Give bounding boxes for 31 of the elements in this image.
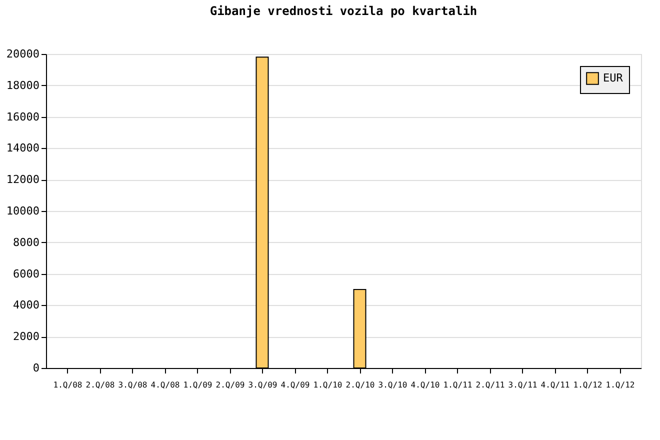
x-tick-label: 1.Q/08 xyxy=(53,380,82,390)
x-tick-label: 3.Q/10 xyxy=(378,380,408,390)
x-tick-label: 3.Q/08 xyxy=(118,380,148,390)
x-tick-label: 2.Q/11 xyxy=(476,380,505,390)
y-tick-label: 8000 xyxy=(13,236,40,249)
y-tick-label: 20000 xyxy=(6,48,40,60)
x-tick-label: 4.Q/08 xyxy=(150,380,180,390)
x-tick-label: 2.Q/09 xyxy=(216,380,245,390)
y-tick-label: 6000 xyxy=(13,267,40,280)
x-tick-label: 4.Q/10 xyxy=(410,380,440,390)
legend-label: EUR xyxy=(603,72,624,84)
y-tick-label: 2000 xyxy=(13,330,40,344)
y-tick-label: 4000 xyxy=(13,298,40,312)
y-tick-label: 14000 xyxy=(6,142,40,155)
x-tick-label: 1.Q/09 xyxy=(183,380,212,390)
x-tick-label: 4.Q/09 xyxy=(280,380,310,390)
x-tick-label: 1.Q/12 xyxy=(606,380,635,390)
x-tick-label: 1.Q/11 xyxy=(443,380,472,390)
chart-title: Gibanje vrednosti vozila po kvartalih xyxy=(210,4,478,18)
x-tick-label: 1.Q/12 xyxy=(573,380,602,390)
x-tick-label: 1.Q/10 xyxy=(313,380,342,390)
x-tick-label: 2.Q/10 xyxy=(346,380,375,390)
x-tick-label: 3.Q/09 xyxy=(248,380,278,390)
y-tick-label: 10000 xyxy=(6,204,40,218)
y-tick-label: 0 xyxy=(32,362,40,374)
y-tick-label: 18000 xyxy=(6,78,40,92)
y-tick-label: 12000 xyxy=(6,173,40,186)
x-tick-label: 3.Q/11 xyxy=(508,380,538,390)
x-tick-label: 4.Q/11 xyxy=(540,380,570,390)
y-tick-label: 16000 xyxy=(6,110,40,124)
x-tick-label: 2.Q/08 xyxy=(86,380,115,390)
